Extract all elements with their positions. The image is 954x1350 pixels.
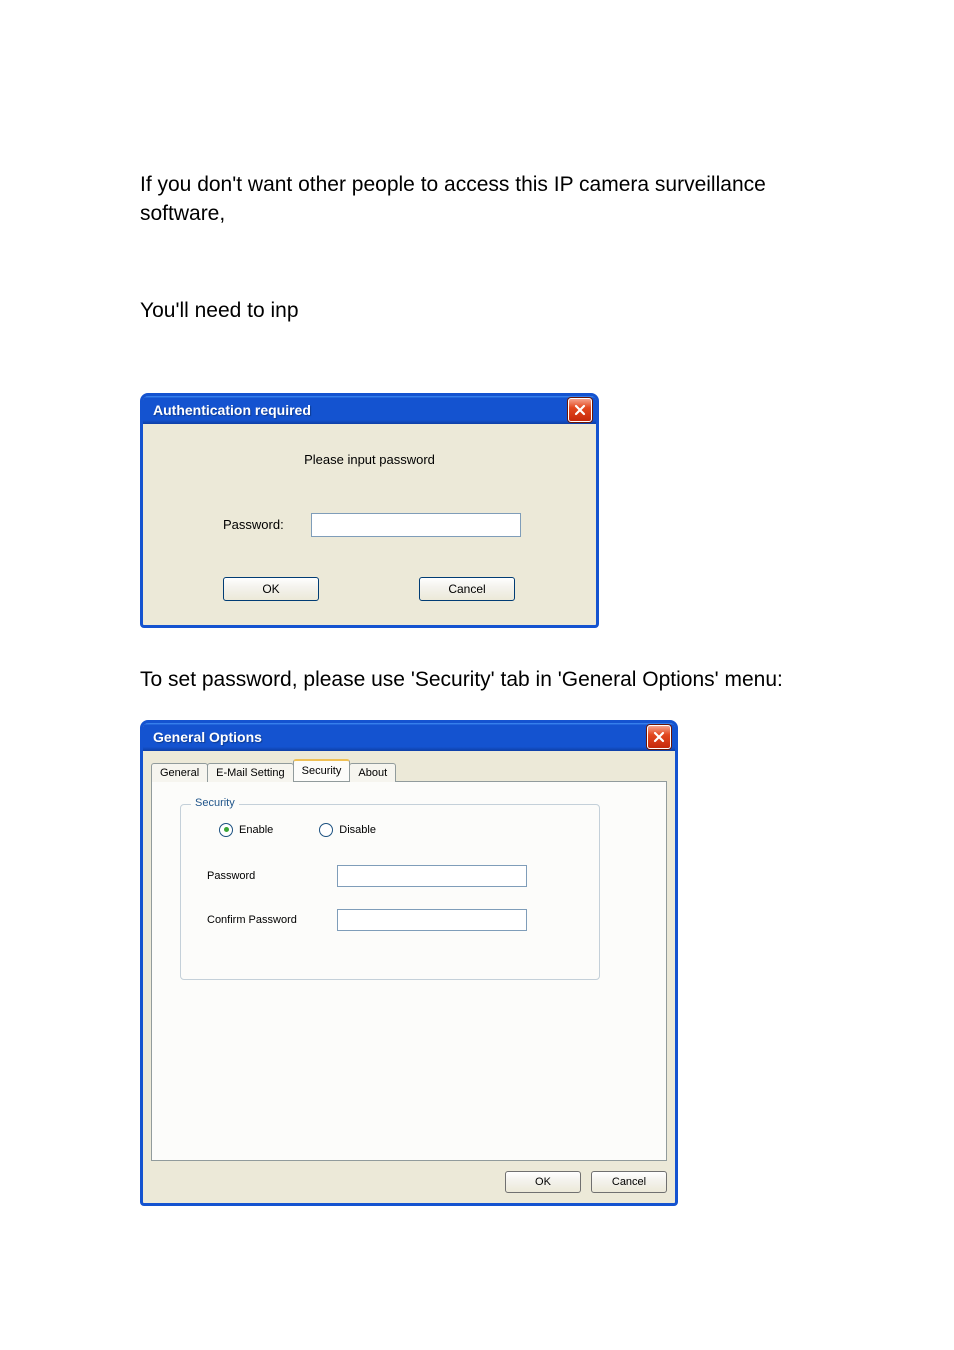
options-footer: OK Cancel bbox=[151, 1171, 667, 1193]
auth-password-row: Password: bbox=[163, 513, 576, 537]
options-title: General Options bbox=[153, 729, 262, 745]
tab-about[interactable]: About bbox=[349, 763, 396, 782]
cancel-button[interactable]: Cancel bbox=[419, 577, 515, 601]
password-input[interactable] bbox=[337, 865, 527, 887]
confirm-password-row: Confirm Password bbox=[201, 909, 579, 931]
password-label: Password bbox=[207, 870, 337, 882]
radio-disable-label: Disable bbox=[339, 824, 376, 836]
radio-enable-label: Enable bbox=[239, 824, 273, 836]
options-dialog: General Options General E-Mail Setting S… bbox=[140, 720, 678, 1206]
auth-dialog: Authentication required Please input pas… bbox=[140, 393, 599, 628]
password-row: Password bbox=[201, 865, 579, 887]
paragraph-3: To set password, please use 'Security' t… bbox=[140, 668, 814, 692]
confirm-password-label: Confirm Password bbox=[207, 914, 337, 926]
options-titlebar[interactable]: General Options bbox=[143, 723, 675, 751]
auth-prompt: Please input password bbox=[163, 452, 576, 467]
paragraph-2: You'll need to inp bbox=[140, 299, 814, 323]
tabpanel-security: Security Enable Disable Password bbox=[151, 781, 667, 1161]
document-page: If you don't want other people to access… bbox=[0, 0, 954, 1266]
security-legend: Security bbox=[191, 797, 239, 809]
ok-button[interactable]: OK bbox=[223, 577, 319, 601]
close-icon[interactable] bbox=[568, 398, 592, 422]
auth-title: Authentication required bbox=[153, 402, 311, 418]
security-fieldset: Security Enable Disable Password bbox=[180, 804, 600, 980]
options-body: General E-Mail Setting Security About Se… bbox=[143, 751, 675, 1203]
auth-buttons: OK Cancel bbox=[163, 577, 576, 601]
auth-body: Please input password Password: OK Cance… bbox=[143, 424, 596, 625]
tab-general[interactable]: General bbox=[151, 763, 208, 782]
auth-titlebar[interactable]: Authentication required bbox=[143, 396, 596, 424]
radio-enable-icon bbox=[219, 823, 233, 837]
auth-password-input[interactable] bbox=[311, 513, 521, 537]
close-icon[interactable] bbox=[647, 725, 671, 749]
ok-button[interactable]: OK bbox=[505, 1171, 581, 1193]
tab-email[interactable]: E-Mail Setting bbox=[207, 763, 293, 782]
radio-disable[interactable]: Disable bbox=[319, 823, 376, 837]
tab-security[interactable]: Security bbox=[293, 759, 351, 781]
cancel-button[interactable]: Cancel bbox=[591, 1171, 667, 1193]
security-radio-row: Enable Disable bbox=[201, 823, 579, 837]
radio-enable[interactable]: Enable bbox=[219, 823, 273, 837]
auth-password-label: Password: bbox=[223, 517, 311, 532]
confirm-password-input[interactable] bbox=[337, 909, 527, 931]
radio-disable-icon bbox=[319, 823, 333, 837]
paragraph-1: If you don't want other people to access… bbox=[140, 170, 814, 229]
tabstrip: General E-Mail Setting Security About bbox=[151, 759, 667, 781]
